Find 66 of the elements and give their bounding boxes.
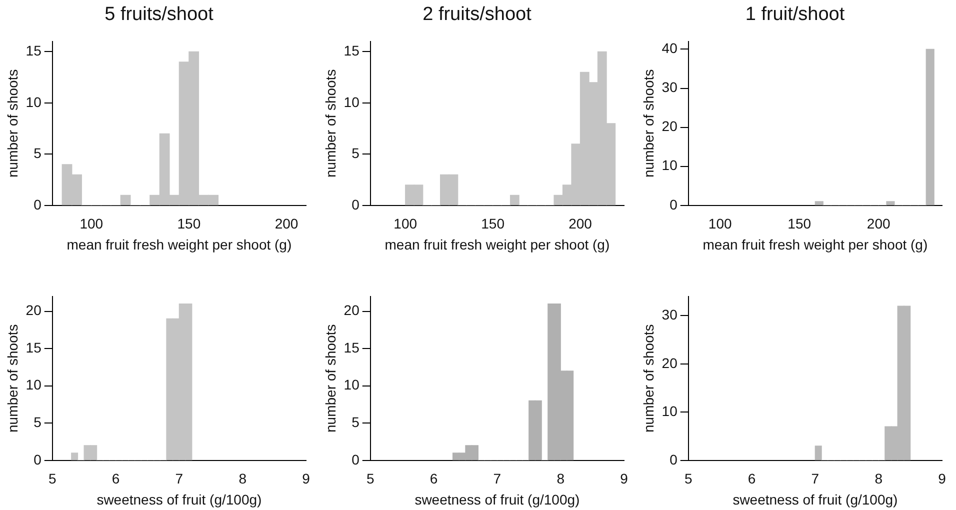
- y-tick-label: 15: [26, 42, 42, 59]
- x-axis-title: sweetness of fruit (g/100g): [732, 491, 898, 508]
- x-tick-label: 6: [430, 470, 438, 487]
- x-tick-label: 5: [684, 470, 692, 487]
- x-tick-label: 9: [620, 470, 628, 487]
- y-tick-label: 15: [344, 42, 360, 59]
- y-tick-label: 0: [34, 196, 42, 212]
- x-tick-label: 200: [568, 216, 592, 232]
- y-tick-label: 40: [662, 40, 678, 56]
- y-tick-label: 5: [34, 414, 42, 430]
- x-tick-label: 6: [748, 470, 756, 487]
- y-tick-label: 0: [34, 451, 42, 468]
- x-tick-label: 100: [708, 216, 732, 232]
- x-tick-label: 150: [788, 216, 812, 232]
- y-tick-label: 15: [26, 339, 42, 356]
- x-tick-label: 150: [481, 216, 505, 232]
- x-axis-title: sweetness of fruit (g/100g): [414, 491, 580, 508]
- x-tick-label: 100: [80, 216, 104, 232]
- x-tick-label: 8: [874, 470, 883, 487]
- y-axis-title: number of shoots: [322, 69, 338, 178]
- x-tick-label: 5: [48, 470, 56, 487]
- y-tick-label: 15: [344, 339, 360, 356]
- x-tick-label: 8: [556, 470, 565, 487]
- y-tick-label: 0: [670, 196, 678, 212]
- y-tick-label: 5: [352, 414, 360, 430]
- y-tick-label: 30: [662, 306, 678, 323]
- y-axis-title: number of shoots: [4, 69, 20, 178]
- y-tick-label: 10: [662, 403, 678, 420]
- y-axis-title: number of shoots: [640, 69, 656, 178]
- x-tick-label: 7: [175, 470, 184, 487]
- y-tick-label: 20: [662, 118, 678, 134]
- x-axis-title: mean fruit fresh weight per shoot (g): [384, 236, 610, 252]
- y-tick-label: 0: [352, 451, 360, 468]
- x-tick-label: 5: [366, 470, 374, 487]
- x-axis-title: mean fruit fresh weight per shoot (g): [702, 236, 928, 252]
- y-tick-label: 10: [344, 376, 360, 393]
- x-tick-label: 200: [274, 216, 298, 232]
- y-tick-label: 10: [662, 157, 678, 174]
- x-tick-label: 100: [394, 216, 418, 232]
- y-axis-title: number of shoots: [640, 324, 656, 432]
- y-axis-title: number of shoots: [322, 324, 338, 432]
- y-tick-label: 10: [26, 376, 42, 393]
- x-axis-title: mean fruit fresh weight per shoot (g): [66, 236, 292, 252]
- y-tick-label: 0: [352, 196, 360, 212]
- y-tick-label: 0: [670, 451, 678, 468]
- y-tick-label: 5: [352, 145, 360, 162]
- x-tick-label: 6: [112, 470, 120, 487]
- chart-title: 1 fruit/shoot: [744, 3, 846, 27]
- y-tick-label: 10: [26, 94, 42, 110]
- x-tick-label: 9: [938, 470, 946, 487]
- y-tick-label: 20: [662, 354, 678, 371]
- y-tick-label: 5: [34, 145, 42, 162]
- x-tick-label: 200: [866, 216, 890, 232]
- y-tick-label: 20: [344, 302, 360, 318]
- chart-title: 5 fruits/shoot: [104, 3, 214, 27]
- x-tick-label: 7: [811, 470, 820, 487]
- x-tick-label: 8: [238, 470, 247, 487]
- y-tick-label: 20: [26, 302, 42, 318]
- y-tick-label: 30: [662, 79, 678, 96]
- x-tick-label: 9: [302, 470, 310, 487]
- x-tick-label: 150: [177, 216, 201, 232]
- y-tick-label: 10: [344, 94, 360, 110]
- x-tick-label: 7: [493, 470, 502, 487]
- x-axis-title: sweetness of fruit (g/100g): [96, 491, 262, 508]
- chart-title: 2 fruits/shoot: [422, 3, 532, 27]
- y-axis-title: number of shoots: [4, 324, 20, 432]
